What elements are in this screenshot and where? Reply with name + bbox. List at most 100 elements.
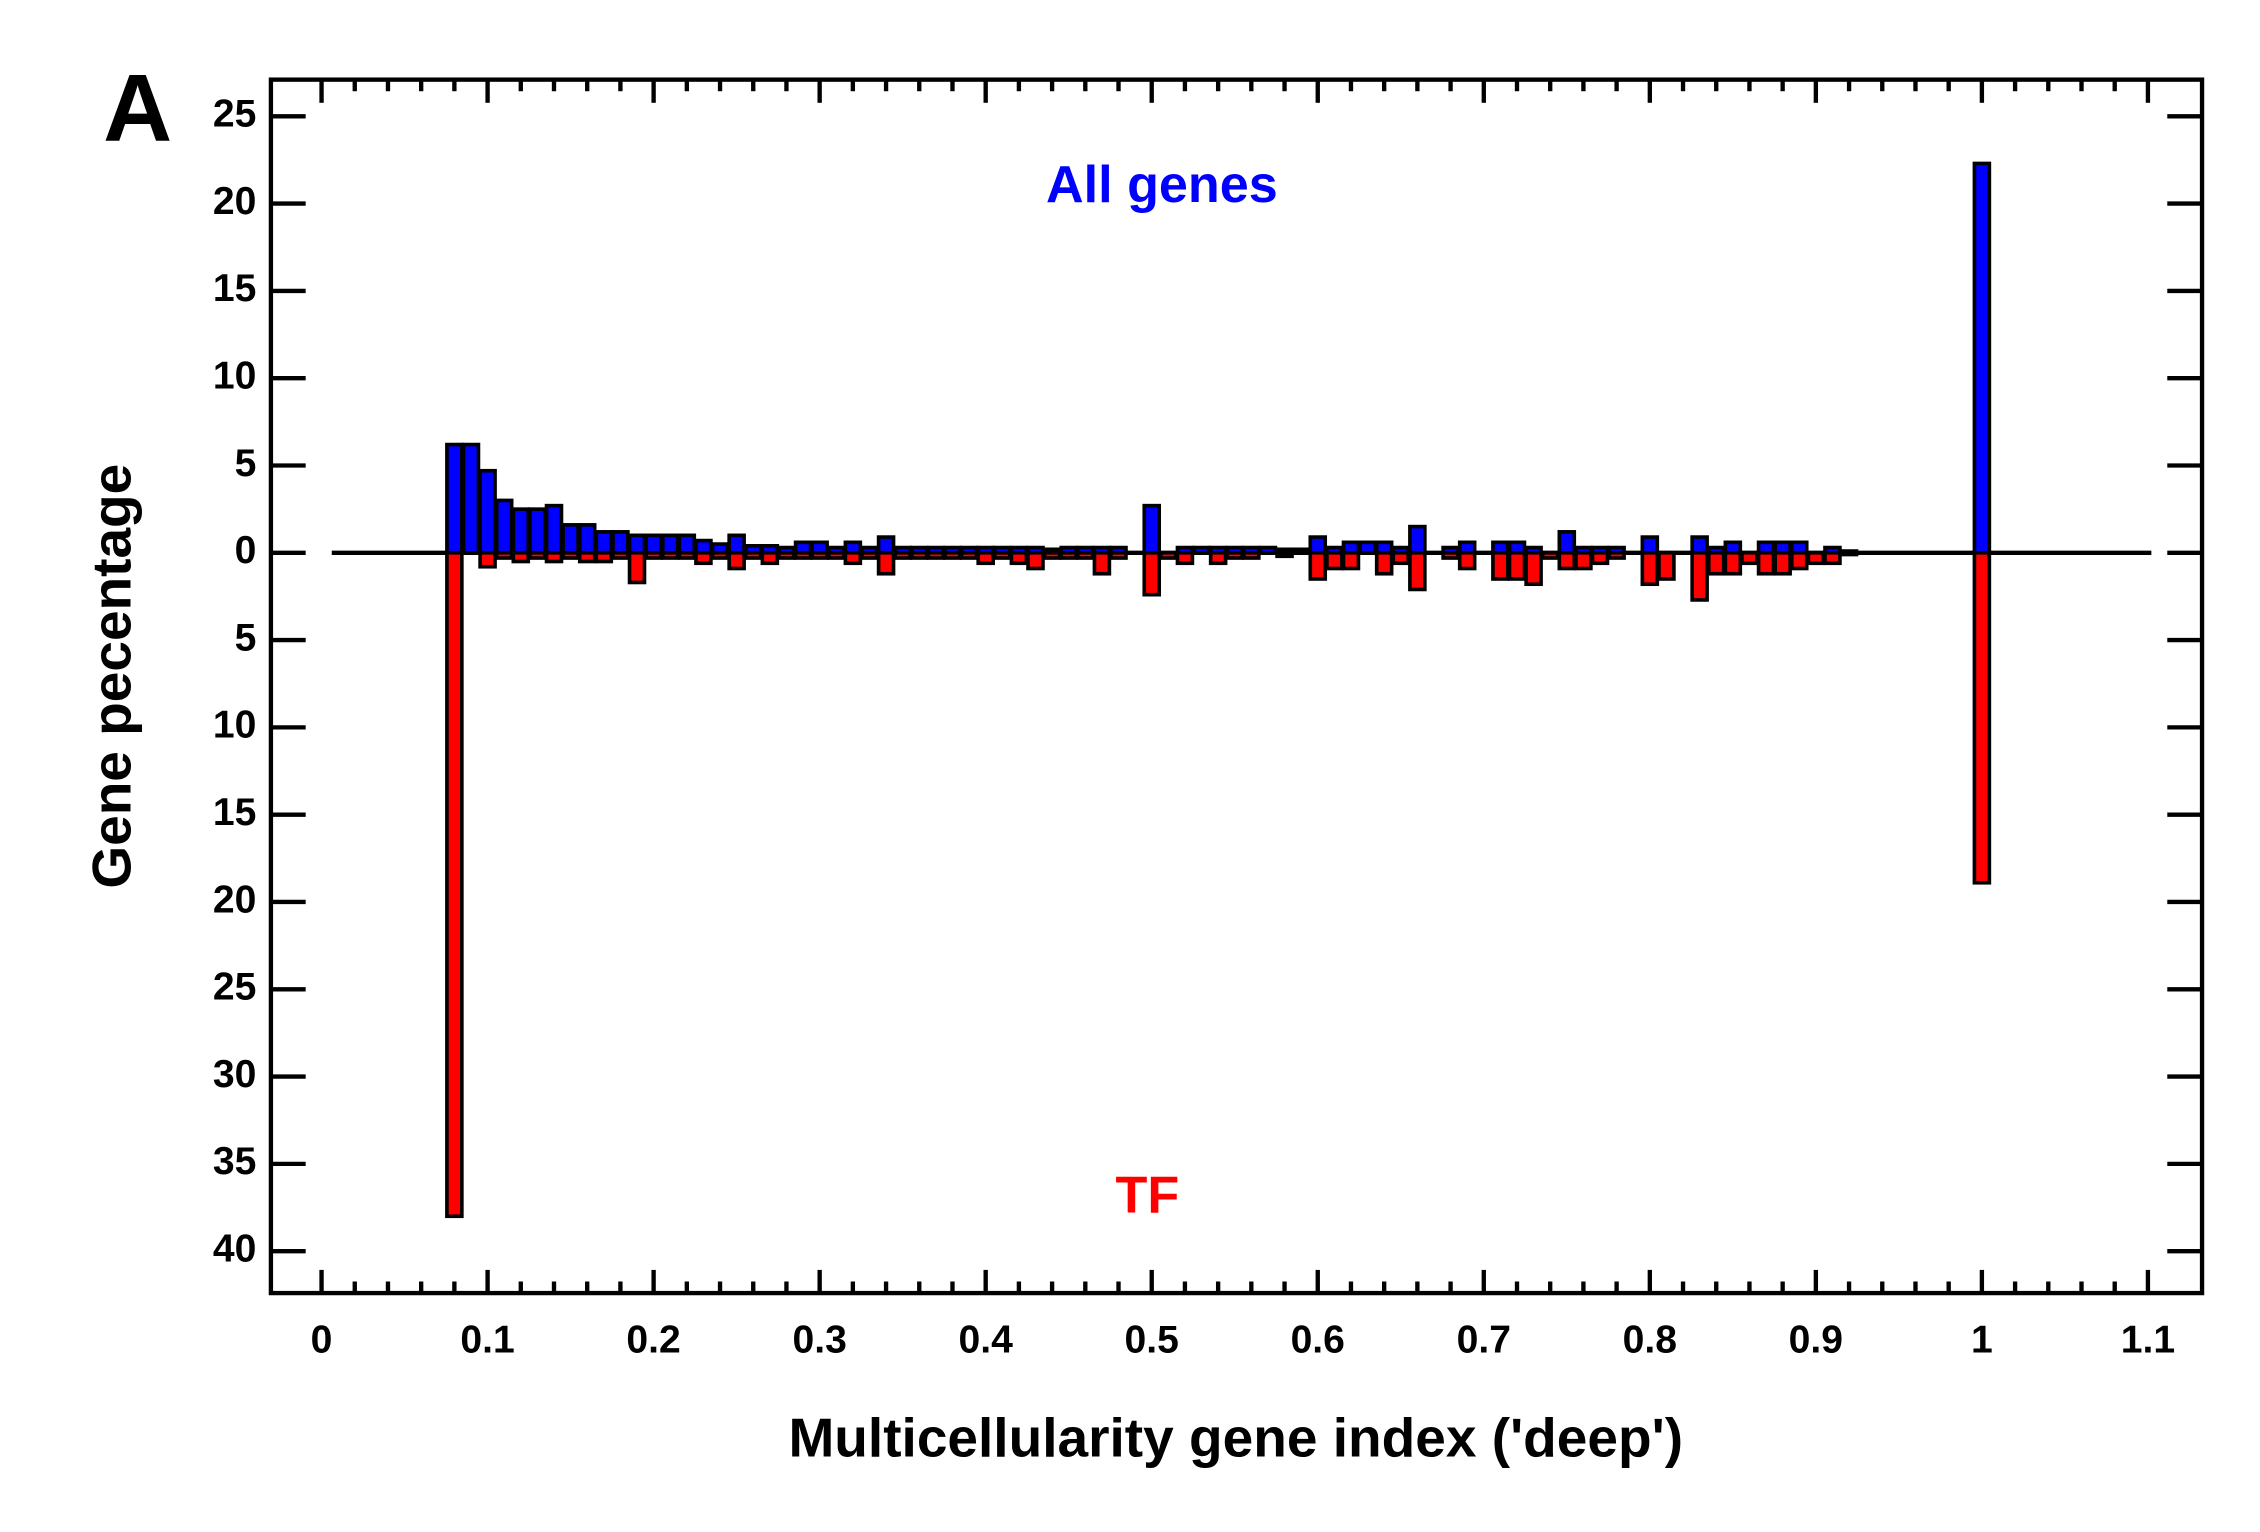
bar	[594, 530, 614, 555]
bar	[544, 550, 564, 564]
bar	[1806, 550, 1826, 566]
bar	[1175, 550, 1195, 566]
bar	[1026, 550, 1045, 571]
bar	[1690, 535, 1709, 555]
x-axis-label: Multicellularity gene index ('deep')	[788, 1407, 1683, 1469]
bar	[494, 498, 514, 555]
bar	[909, 550, 929, 560]
bar	[1740, 550, 1759, 566]
bar	[644, 550, 663, 560]
y-tick-label: 15	[213, 267, 256, 310]
bar	[577, 550, 597, 564]
plot-frame	[268, 77, 2205, 1296]
bar	[1358, 540, 1377, 555]
bar	[511, 507, 531, 555]
bar	[561, 523, 580, 555]
x-tick-label: 0.6	[1291, 1319, 1345, 1362]
bar	[976, 550, 995, 566]
bar	[694, 550, 713, 566]
bar	[959, 550, 979, 560]
bar	[660, 550, 680, 560]
x-tick-label: 0.7	[1457, 1319, 1511, 1362]
bar	[1590, 550, 1610, 566]
bar	[1374, 550, 1394, 576]
x-tick-label: 0.4	[959, 1319, 1014, 1362]
bar	[727, 533, 746, 555]
bar	[810, 550, 829, 560]
bar	[1972, 161, 1992, 555]
bar	[1242, 550, 1261, 560]
bar	[1607, 550, 1626, 560]
bar	[1640, 535, 1660, 555]
y-tick-label: 5	[235, 616, 257, 659]
bar	[594, 550, 614, 564]
bar	[860, 550, 879, 560]
y-tick-label: 35	[213, 1140, 256, 1183]
bar	[1258, 545, 1278, 555]
bar	[1839, 550, 1859, 557]
bar	[943, 550, 962, 560]
bar	[1109, 550, 1128, 560]
bar	[478, 468, 497, 555]
bar	[445, 550, 464, 1219]
bar	[1574, 550, 1593, 571]
y-tick-label: 25	[213, 93, 256, 136]
legend-entry: All genes	[1046, 156, 1278, 214]
y-tick-label: 15	[213, 791, 256, 834]
bar	[893, 550, 912, 560]
y-tick-label: 0	[235, 529, 257, 572]
bar	[627, 533, 647, 555]
bar	[1690, 550, 1709, 602]
bar	[1009, 550, 1029, 566]
x-tick-label: 0	[311, 1319, 333, 1362]
bar	[1540, 550, 1560, 560]
bar	[528, 507, 547, 555]
legend-entry: TF	[1116, 1167, 1180, 1225]
bar	[777, 550, 796, 560]
bar	[760, 550, 780, 566]
bar	[1142, 503, 1162, 555]
bar	[993, 550, 1012, 560]
bar	[494, 550, 514, 560]
bar	[644, 533, 663, 555]
bar	[1972, 550, 1992, 885]
bar	[876, 535, 896, 555]
bar	[1308, 550, 1328, 581]
bar	[1557, 550, 1577, 571]
bar	[611, 530, 630, 555]
bar	[793, 550, 813, 560]
bar	[843, 550, 863, 566]
bar	[1524, 550, 1543, 587]
bar	[1391, 550, 1411, 566]
bar	[710, 550, 730, 560]
bar	[1192, 545, 1211, 555]
bar	[1208, 550, 1228, 566]
y-tick-label: 20	[213, 878, 256, 921]
bar	[1076, 550, 1095, 560]
bar	[1408, 550, 1427, 592]
bar	[876, 550, 896, 576]
bar	[544, 503, 564, 555]
bar	[1789, 550, 1809, 571]
x-tick-label: 1.1	[2121, 1319, 2175, 1362]
y-tick-label: 10	[213, 704, 256, 747]
bar	[1773, 550, 1792, 576]
x-tick-label: 1	[1971, 1319, 1993, 1362]
bar	[478, 550, 497, 569]
panel-label: A	[103, 55, 172, 162]
bar	[1408, 524, 1427, 555]
bar	[1557, 530, 1577, 555]
y-tick-label: 5	[235, 442, 257, 485]
y-axis-label: Gene pecentage	[80, 464, 142, 889]
bar	[528, 550, 547, 560]
bar	[627, 550, 647, 585]
bar	[1441, 550, 1460, 560]
y-tick-label: 30	[213, 1053, 256, 1096]
bar	[1308, 535, 1328, 555]
bar	[1823, 550, 1842, 566]
bar	[743, 550, 763, 560]
bar	[1142, 550, 1162, 597]
bar	[694, 538, 713, 555]
x-tick-label: 0.3	[792, 1319, 846, 1362]
